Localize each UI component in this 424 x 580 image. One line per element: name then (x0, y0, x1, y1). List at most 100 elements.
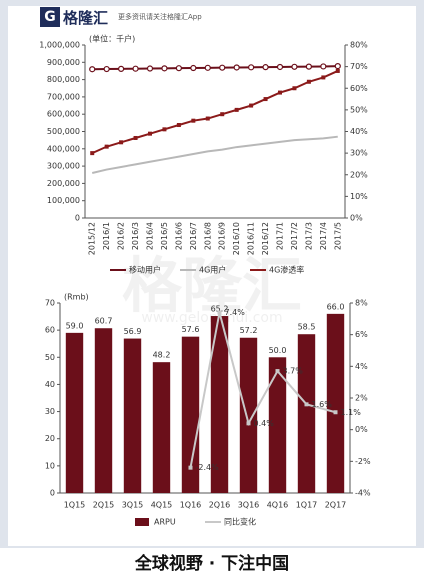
point (188, 465, 193, 470)
bar-label: 59.0 (66, 321, 84, 330)
charts: 格隆汇 www.gelonghui.com (单位：千户)0100,000200… (39, 34, 371, 527)
point (249, 103, 254, 108)
legend-label: 4G渗透率 (269, 265, 304, 275)
bar-label: 48.2 (153, 351, 171, 360)
y2-tick-label: 10% (350, 192, 368, 201)
point (176, 123, 181, 128)
bar (268, 357, 287, 493)
bar-label: 57.6 (182, 325, 200, 334)
y-tick-label: 60 (45, 326, 55, 335)
point (278, 90, 282, 95)
point (220, 112, 225, 117)
x-tick-label: 1Q17 (296, 501, 318, 510)
point (148, 131, 152, 136)
point (334, 63, 341, 70)
bar-label: 58.5 (298, 323, 316, 332)
y2-tick-label: 8% (355, 299, 368, 308)
y2-tick-label: -4% (355, 489, 371, 498)
point (248, 64, 255, 71)
series-line (91, 70, 339, 155)
tagline: 更多资讯请关注格隆汇App (118, 13, 202, 21)
y2-tick-label: 2% (355, 394, 368, 403)
bar-label: 65.2 (211, 305, 229, 314)
point (333, 410, 338, 415)
header: G 格隆汇 更多资讯请关注格隆汇App (40, 6, 202, 28)
bar-label: 60.7 (95, 317, 113, 326)
point (233, 64, 240, 71)
y-tick-label: 1,000,000 (39, 41, 80, 50)
point (320, 63, 327, 70)
bar (181, 336, 200, 493)
x-tick-label: 2016/9 (218, 222, 227, 250)
x-tick-label: 2Q15 (93, 501, 115, 510)
x-tick-label: 2016/1 (102, 222, 111, 250)
y-tick-label: 50 (45, 353, 55, 362)
point (132, 65, 139, 72)
y-tick-label: 600,000 (47, 110, 80, 119)
y-tick-label: 200,000 (47, 179, 80, 188)
point (305, 63, 312, 70)
x-tick-label: 2017/2 (290, 222, 299, 250)
point (262, 64, 269, 71)
y-tick-label: 700,000 (47, 92, 80, 101)
y2-tick-label: 50% (350, 105, 368, 114)
point (335, 68, 340, 73)
point (119, 140, 124, 145)
y-tick-label: 40 (45, 380, 55, 389)
point (217, 310, 222, 315)
bar-label: 57.2 (240, 326, 258, 335)
footer: 全球视野 · 下注中国 (0, 548, 424, 580)
point-label: 7.4% (225, 308, 246, 317)
point (234, 107, 239, 112)
watermark: 格隆汇 (122, 252, 302, 322)
point (205, 116, 210, 121)
bar (297, 334, 316, 493)
point (89, 66, 96, 73)
y-tick-label: 500,000 (47, 127, 80, 136)
logo: 格隆汇 (63, 8, 109, 27)
point (291, 63, 298, 70)
x-tick-label: 2017/4 (319, 222, 328, 250)
point-label: 1.6% (312, 400, 333, 409)
y2-tick-label: 70% (350, 62, 368, 71)
point (90, 151, 95, 156)
series-line (91, 135, 338, 174)
point (263, 97, 268, 102)
x-tick-label: 2016/6 (174, 222, 183, 250)
y2-tick-label: 80% (350, 41, 368, 50)
legend-label: 同比变化 (224, 517, 256, 527)
bar (123, 338, 142, 493)
x-tick-label: 2016/5 (160, 222, 169, 250)
series-line (92, 65, 338, 71)
point (276, 63, 284, 71)
point (219, 64, 226, 71)
x-tick-label: 2016/3 (131, 222, 140, 250)
point (190, 64, 197, 72)
legend-swatch (135, 518, 149, 526)
y-tick-label: 10 (45, 461, 55, 470)
y2-tick-label: -2% (355, 457, 371, 466)
bar (326, 313, 345, 493)
legend-label: ARPU (154, 518, 176, 527)
point (304, 402, 309, 407)
y-tick-label: 0 (50, 489, 55, 498)
y-tick-label: 20 (45, 434, 55, 443)
legend-label: 移动用户 (129, 265, 161, 275)
point (162, 127, 167, 132)
y2-tick-label: 20% (350, 170, 368, 179)
unit-label: (单位：千户) (89, 34, 135, 44)
y-tick-label: 300,000 (47, 162, 80, 171)
point-label: 1.1% (341, 408, 362, 417)
x-tick-label: 1Q15 (64, 501, 86, 510)
x-tick-label: 4Q15 (151, 501, 173, 510)
point (103, 65, 110, 73)
y2-tick-label: 40% (350, 127, 368, 136)
x-tick-label: 2016/4 (146, 222, 155, 250)
point (292, 86, 297, 91)
y2-tick-label: 0% (355, 425, 368, 434)
y2-tick-label: 60% (350, 84, 368, 93)
point-label: 0.4% (254, 419, 275, 428)
bar (239, 337, 258, 493)
y-tick-label: 70 (45, 299, 55, 308)
